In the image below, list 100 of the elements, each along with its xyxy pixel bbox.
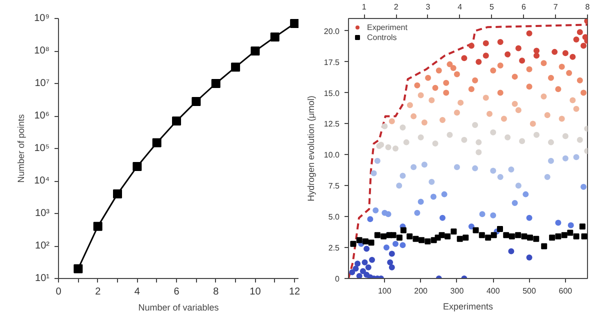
point [74, 264, 83, 274]
point [418, 237, 425, 244]
point [400, 124, 406, 130]
point [544, 112, 550, 118]
point [497, 39, 504, 46]
point [403, 139, 410, 146]
y-tick-label: 10⁹ [34, 13, 50, 24]
y-tick-label: 10.0 [324, 150, 340, 160]
point [576, 136, 583, 143]
point [400, 172, 406, 179]
x2-tick-label: 7 [553, 2, 558, 12]
x2-tick-label: 3 [426, 2, 431, 12]
x-tick-label: 6 [174, 286, 180, 298]
point [544, 174, 550, 180]
point [396, 234, 402, 241]
point [390, 232, 396, 238]
x-tick-label: 10 [250, 286, 262, 298]
point [360, 268, 366, 274]
point [387, 259, 394, 266]
point [432, 140, 438, 147]
point [152, 138, 162, 148]
point [497, 174, 504, 180]
point [450, 65, 456, 72]
point [562, 133, 568, 140]
point [476, 58, 482, 65]
point [555, 220, 562, 226]
point [567, 230, 574, 236]
point [425, 74, 432, 81]
point [548, 158, 554, 164]
point [372, 207, 379, 214]
point [350, 240, 356, 247]
point [365, 264, 372, 270]
point [211, 79, 220, 88]
y-tick-label: 10⁴ [34, 176, 50, 186]
point [440, 117, 446, 124]
point [443, 90, 450, 96]
point [541, 243, 548, 250]
point [421, 162, 428, 168]
point [380, 233, 387, 240]
point [362, 238, 368, 244]
point [424, 238, 431, 244]
point [519, 138, 526, 144]
point [472, 227, 479, 234]
point [479, 211, 486, 218]
point [549, 234, 556, 241]
y-axis-title: Hydrogen evolution (μmol) [306, 96, 316, 202]
x2-tick-label: 8 [585, 2, 590, 12]
point [418, 198, 424, 205]
point [576, 77, 583, 84]
x2-tick-label: 1 [362, 2, 367, 12]
point [468, 86, 474, 92]
point [552, 48, 558, 55]
point [472, 122, 478, 128]
point [580, 90, 587, 96]
point [430, 194, 436, 200]
point [93, 222, 102, 231]
point [558, 116, 565, 122]
point [450, 228, 457, 234]
point [428, 178, 435, 185]
point [382, 123, 388, 130]
y-tick-label: 7.5 [328, 182, 340, 191]
point [421, 120, 428, 126]
point [132, 162, 142, 171]
point [573, 106, 580, 112]
point [385, 211, 392, 218]
point [512, 100, 518, 107]
point [472, 165, 478, 172]
x-tick-label: 4 [134, 286, 140, 298]
point [454, 164, 460, 170]
point [432, 84, 438, 91]
point [250, 46, 260, 56]
point [527, 234, 534, 241]
point [462, 234, 469, 241]
y-tick-label: 15.0 [324, 88, 340, 98]
point [581, 233, 588, 240]
y-tick-label: 12.5 [324, 120, 340, 129]
point [497, 226, 503, 232]
point [290, 19, 298, 28]
point [485, 234, 492, 241]
point [573, 233, 580, 240]
point [410, 164, 417, 170]
point [456, 236, 463, 242]
point [354, 260, 361, 267]
y-tick-label: 10² [35, 240, 50, 252]
point [461, 55, 468, 62]
x-tick-label: 300 [450, 286, 464, 296]
point [508, 248, 514, 254]
point [512, 74, 518, 80]
x-tick-label: 8 [213, 286, 220, 298]
point [356, 237, 362, 244]
y-tick-label: 0 [335, 274, 340, 284]
point [356, 273, 362, 278]
point [566, 70, 572, 76]
point [392, 146, 399, 152]
point [113, 189, 122, 198]
point [412, 236, 419, 242]
point [500, 116, 507, 122]
y-tick-label: 10⁷ [34, 78, 50, 89]
y-tick-label: 20.0 [324, 26, 340, 36]
point [454, 71, 460, 78]
